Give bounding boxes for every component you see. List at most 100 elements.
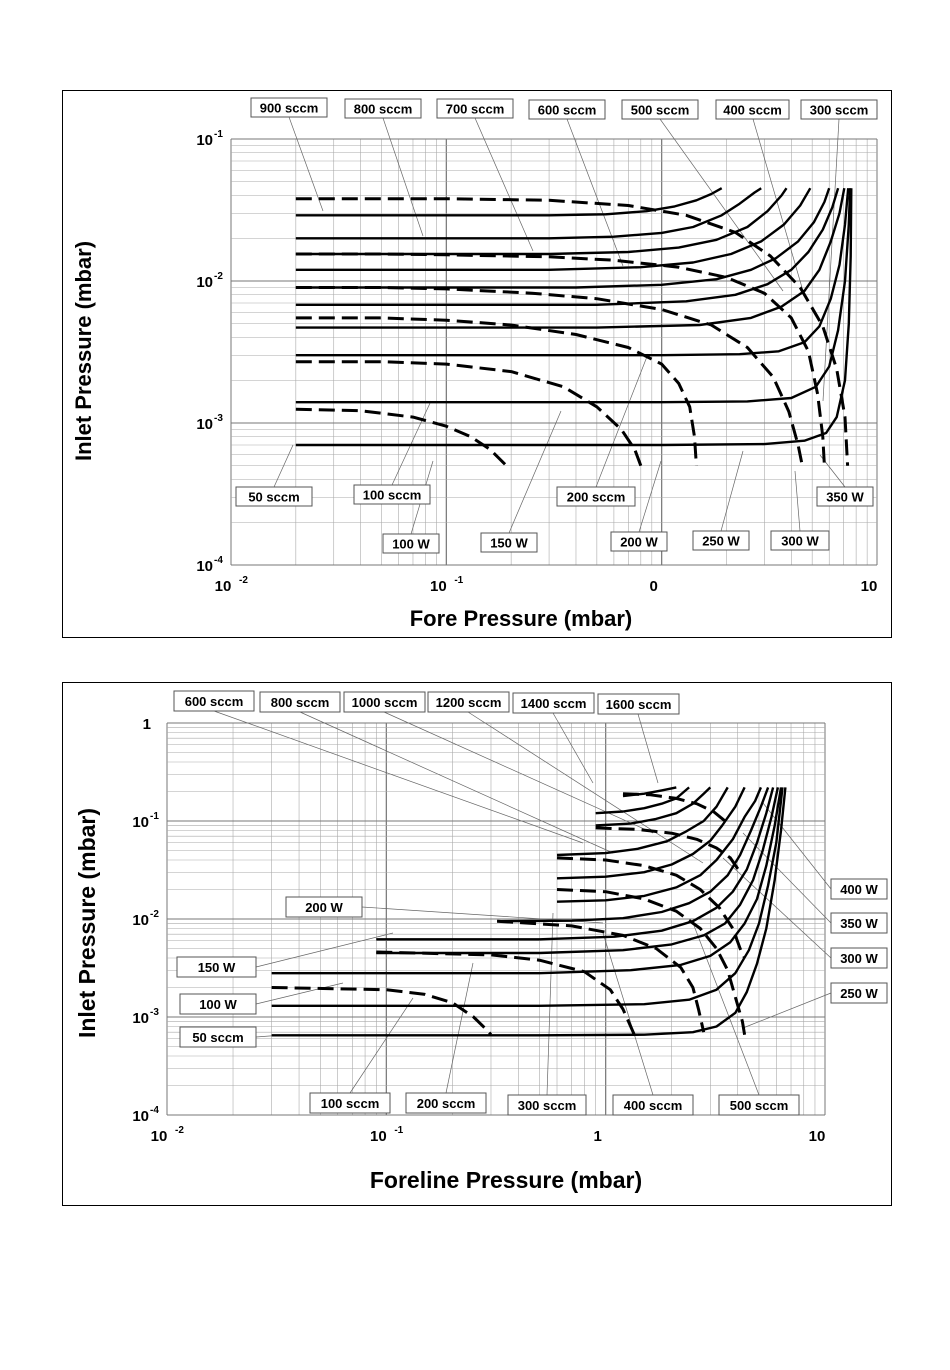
callout-box <box>597 693 680 715</box>
callout-1000-sccm: 1000 sccm <box>343 691 426 713</box>
leader-line-500-sccm <box>659 118 784 292</box>
power-curve-100-w <box>295 407 508 467</box>
leader-line-100-sccm <box>391 400 432 486</box>
callout-800-sccm: 800 sccm <box>344 98 422 119</box>
leader-line-300-w <box>722 857 832 959</box>
callout-box <box>480 532 538 553</box>
callout-text: 900 sccm <box>260 101 319 116</box>
callout-text: 500 sccm <box>730 1098 789 1113</box>
callout-200-w: 200 W <box>610 531 668 552</box>
callout-text: 300 W <box>781 534 819 549</box>
leader-line-300-sccm <box>546 912 554 1096</box>
leader-line-700-sccm <box>474 117 534 252</box>
x-tick-label-base: 10 <box>151 1128 168 1145</box>
y-tick-label: 10 -4 <box>132 1105 159 1125</box>
y-tick-label: 10 -1 <box>196 129 223 149</box>
callout-box <box>173 690 255 712</box>
x-tick-label-exponent: -1 <box>454 575 463 586</box>
leader-line-400-w <box>762 802 832 890</box>
leader-line-100-sccm <box>349 997 414 1094</box>
callout-box <box>770 530 830 551</box>
flow-curve-200-sccm <box>271 787 783 975</box>
callout-350-w: 350 W <box>816 486 874 507</box>
x-tick-label-exponent: -1 <box>394 1125 403 1136</box>
callout-200-sccm: 200 sccm <box>405 1092 487 1114</box>
callout-800-sccm: 800 sccm <box>259 691 341 713</box>
flow-curve-50-sccm <box>271 787 787 1037</box>
callout-text: 100 W <box>392 537 430 552</box>
callout-text: 350 W <box>826 490 864 505</box>
x-tick-label-base: 1 <box>593 1128 601 1145</box>
callout-box <box>830 912 888 934</box>
callout-text: 150 W <box>490 536 528 551</box>
callout-text: 50 sccm <box>192 1030 243 1045</box>
y-tick-label-exponent: -2 <box>150 909 159 920</box>
callout-box <box>259 691 341 713</box>
y-tick-label: 10 -3 <box>196 413 223 433</box>
callout-300-sccm: 300 sccm <box>800 99 878 120</box>
callout-box <box>250 97 328 118</box>
callout-text: 1200 sccm <box>436 695 502 710</box>
flow-curve-600-sccm <box>556 786 763 903</box>
flow-curve-400-sccm <box>376 787 775 941</box>
callout-text: 50 sccm <box>248 490 299 505</box>
leader-line-150-w <box>508 410 562 534</box>
callout-box <box>507 1094 587 1116</box>
series-group <box>295 187 853 467</box>
callout-box <box>718 1094 800 1116</box>
x-tick-label-base: 10 <box>430 578 447 595</box>
x-tick-label: 10 <box>809 1128 826 1145</box>
callout-1400-sccm: 1400 sccm <box>512 692 595 714</box>
callout-50-sccm: 50 sccm <box>235 486 313 507</box>
leader-line-350-w <box>742 832 832 924</box>
x-tick-label: 10 -1 <box>430 575 464 595</box>
callout-text: 200 sccm <box>567 490 626 505</box>
leader-line-900-sccm <box>288 116 324 212</box>
callout-box <box>830 878 888 900</box>
callout-1600-sccm: 1600 sccm <box>597 693 680 715</box>
flow-curve-900-sccm <box>295 187 723 217</box>
leader-lines <box>273 116 846 535</box>
callout-1200-sccm: 1200 sccm <box>427 691 510 713</box>
leader-line-250-w <box>742 992 832 1029</box>
callout-box <box>556 486 636 507</box>
flow-curve-600-sccm <box>295 187 812 271</box>
callout-box <box>830 982 888 1004</box>
flow-curve-400-sccm <box>295 187 840 306</box>
y-tick-label: 10 -2 <box>196 271 223 291</box>
callout-text: 400 W <box>840 882 878 897</box>
callout-text: 200 sccm <box>417 1096 476 1111</box>
chart-panel-foreline-pressure: 10 -2 10 -1 1 10 10 -4 10 -3 10 -2 10 -1 1 Foreline Pre… <box>62 682 892 1206</box>
leader-line-200-w <box>638 460 662 533</box>
y-tick-label-exponent: -2 <box>214 271 223 282</box>
callout-box <box>816 486 874 507</box>
flow-curve-1200-sccm <box>595 786 712 827</box>
leader-line-800-sccm <box>299 711 614 854</box>
callout-text: 1400 sccm <box>521 696 587 711</box>
callout-50-sccm: 50 sccm <box>179 1026 257 1048</box>
leader-line-50-sccm <box>273 444 294 488</box>
leader-line-200-sccm <box>445 962 474 1094</box>
y-tick-label-base: 10 <box>132 912 149 929</box>
flow-curve-500-sccm <box>295 187 831 289</box>
power-curve-250-w <box>556 888 747 1035</box>
callout-100-sccm: 100 sccm <box>353 484 431 505</box>
callout-box <box>528 99 606 120</box>
callout-box <box>621 99 699 120</box>
callout-box <box>309 1092 391 1114</box>
callout-box <box>692 530 750 551</box>
callout-text: 250 W <box>702 534 740 549</box>
callout-box <box>176 956 257 978</box>
leader-line-300-w <box>794 470 801 532</box>
callout-text: 600 sccm <box>538 103 597 118</box>
y-tick-label-base: 10 <box>132 1010 149 1027</box>
grid <box>230 138 878 566</box>
y-axis-title: Inlet Pressure (mbar) <box>71 241 96 461</box>
y-tick-label-exponent: -3 <box>150 1007 159 1018</box>
x-tick-label-base: 10 <box>861 578 878 595</box>
callout-box <box>612 1094 694 1116</box>
y-tick-label-base: 10 <box>132 1108 149 1125</box>
x-tick-label-base: 10 <box>215 578 232 595</box>
callout-box <box>512 692 595 714</box>
